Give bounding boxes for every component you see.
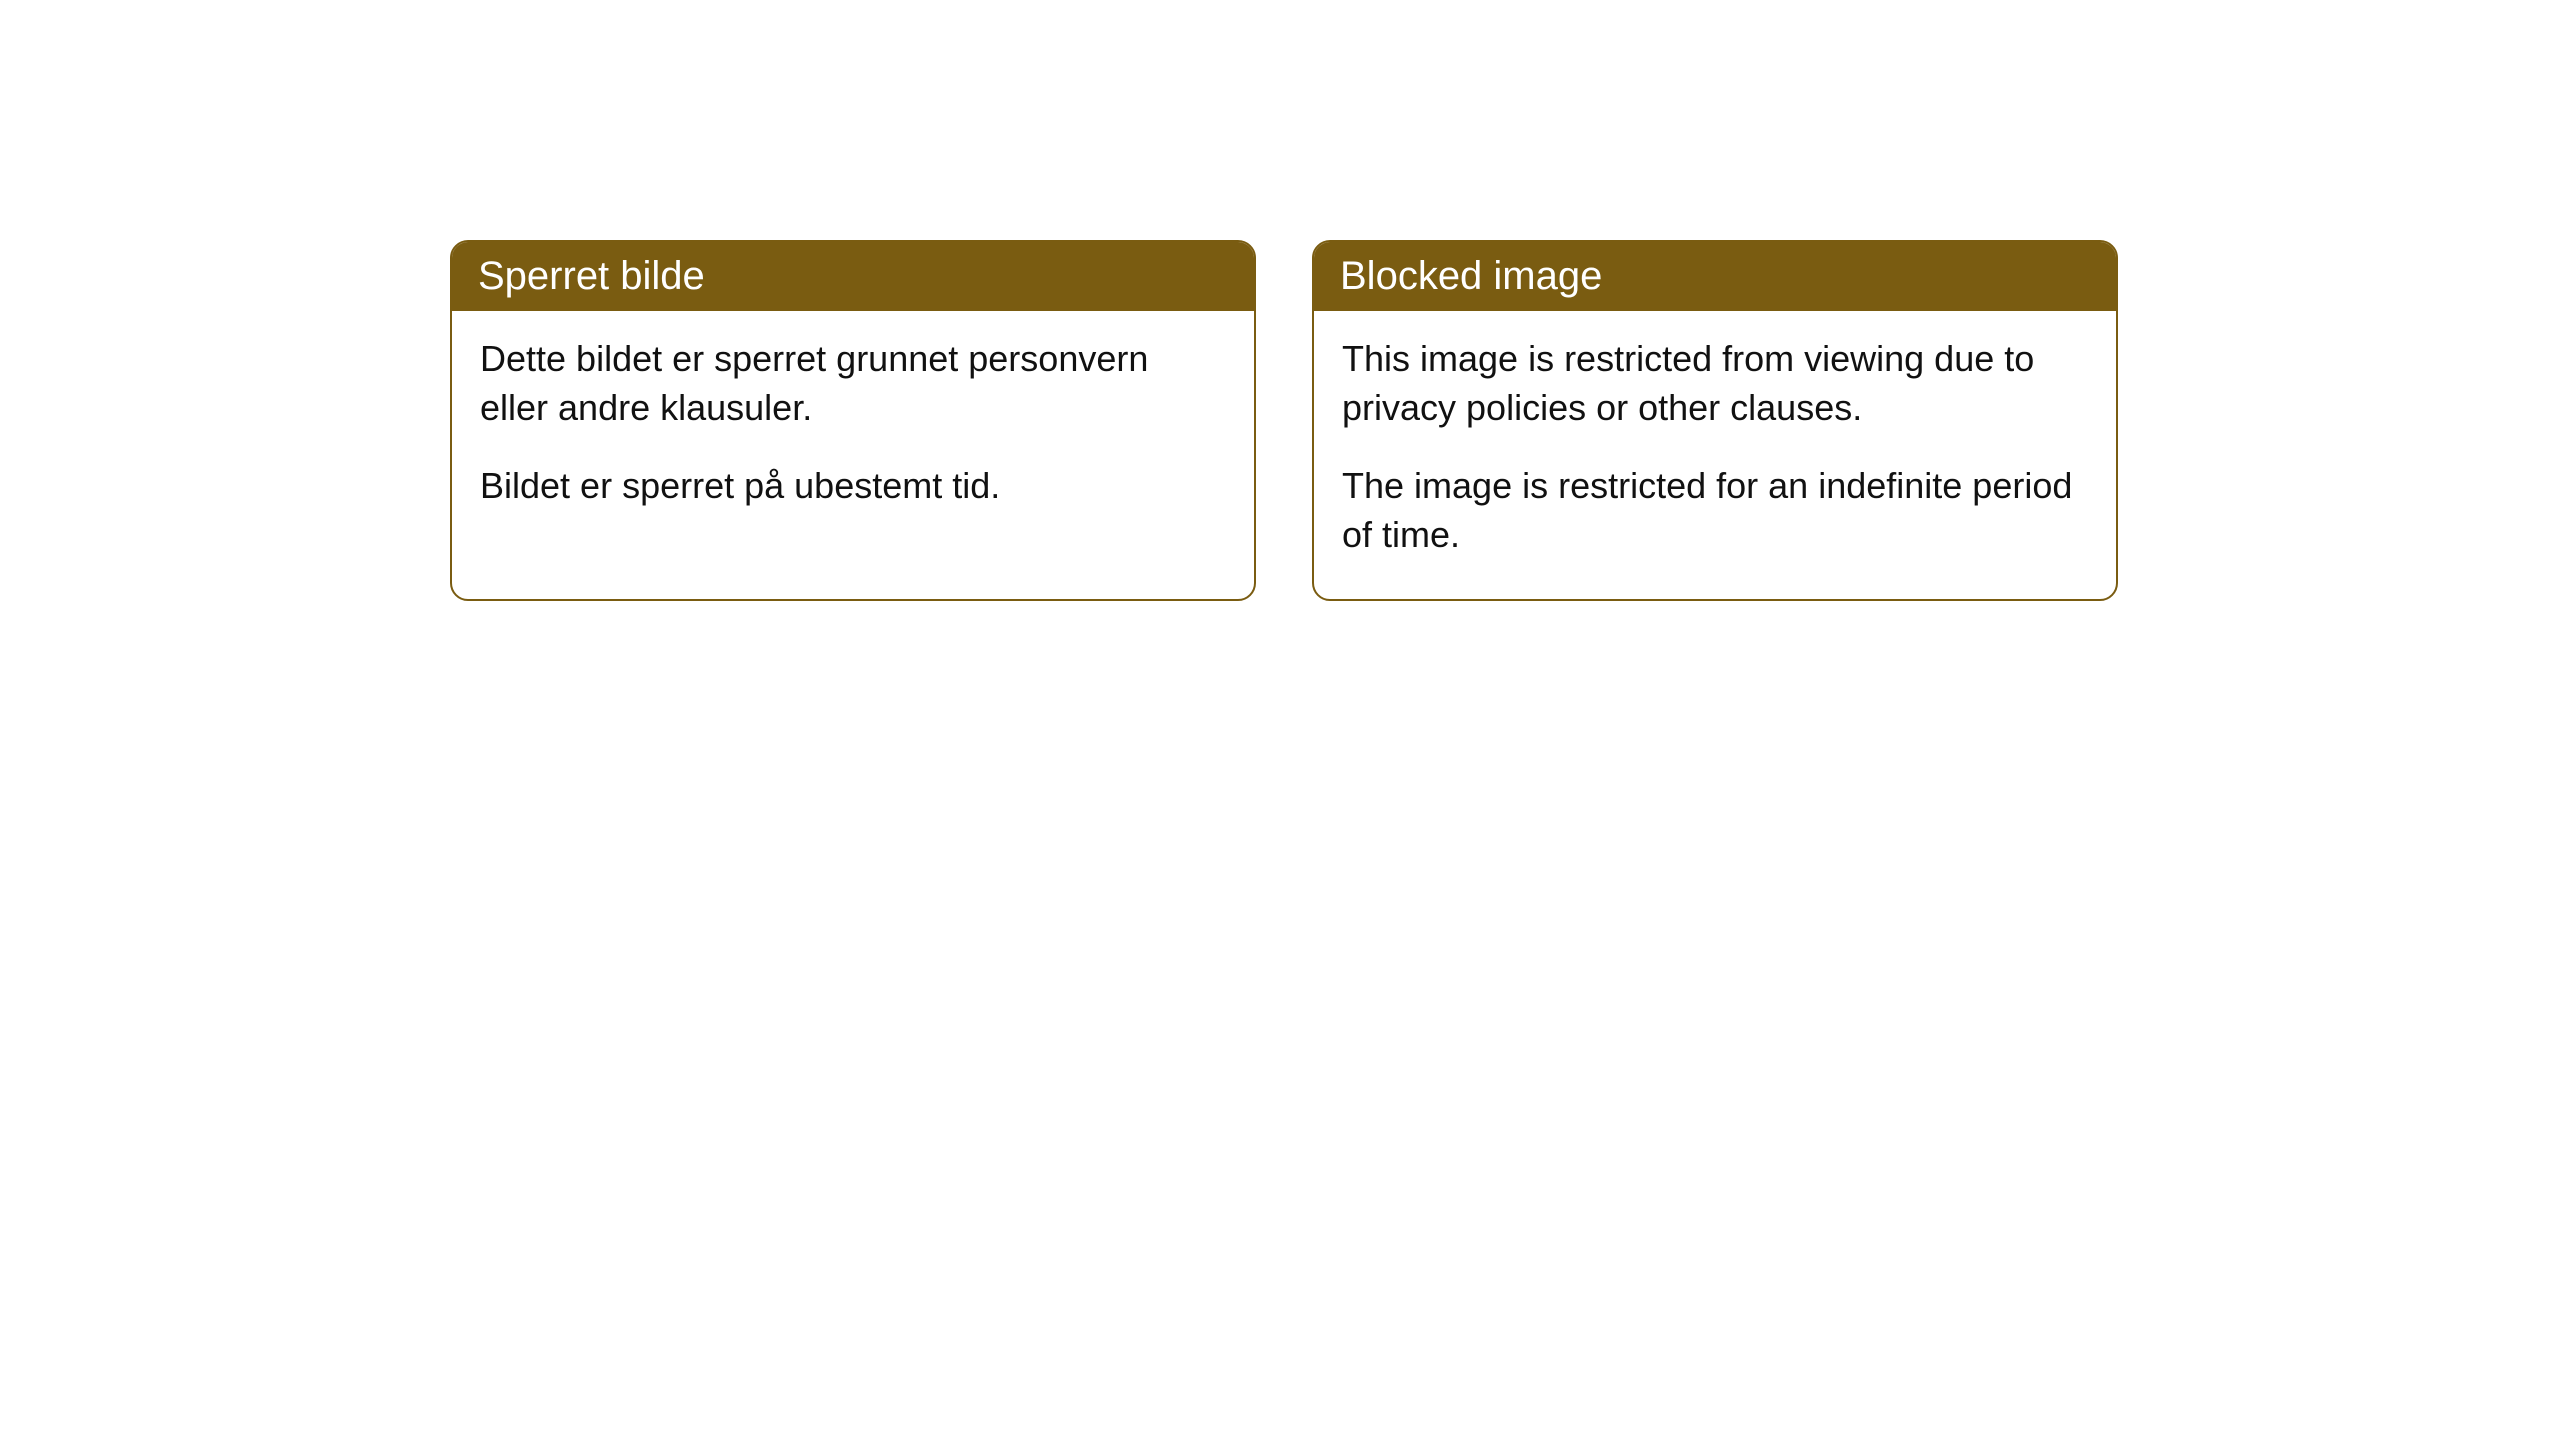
card-body-english: This image is restricted from viewing du… <box>1314 311 2116 599</box>
card-title-english: Blocked image <box>1340 254 1602 298</box>
card-paragraph-1-english: This image is restricted from viewing du… <box>1342 335 2088 432</box>
card-header-norwegian: Sperret bilde <box>452 242 1254 311</box>
card-paragraph-2-norwegian: Bildet er sperret på ubestemt tid. <box>480 462 1226 511</box>
cards-container: Sperret bilde Dette bildet er sperret gr… <box>450 240 2118 601</box>
card-paragraph-1-norwegian: Dette bildet er sperret grunnet personve… <box>480 335 1226 432</box>
card-norwegian: Sperret bilde Dette bildet er sperret gr… <box>450 240 1256 601</box>
card-english: Blocked image This image is restricted f… <box>1312 240 2118 601</box>
card-paragraph-2-english: The image is restricted for an indefinit… <box>1342 462 2088 559</box>
card-title-norwegian: Sperret bilde <box>478 254 705 298</box>
card-body-norwegian: Dette bildet er sperret grunnet personve… <box>452 311 1254 551</box>
card-header-english: Blocked image <box>1314 242 2116 311</box>
